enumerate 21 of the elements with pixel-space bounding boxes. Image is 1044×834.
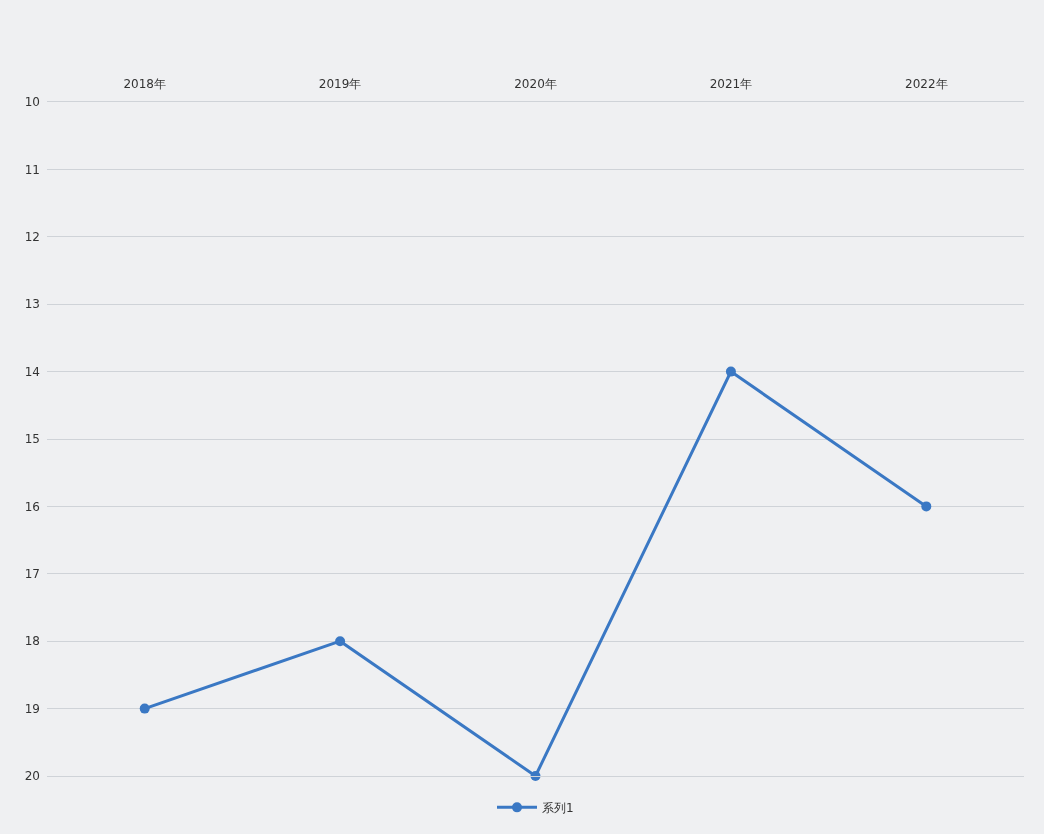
point [335,636,346,647]
y-tick-label: 17 [24,567,40,581]
x-tick-label: 2021年 [709,77,753,92]
y-tick-label: 20 [24,769,40,784]
x-tick-label: 2020年 [514,77,557,92]
y-tick-label: 19 [24,701,40,716]
y-tick-label: 10 [24,95,40,110]
y-tick-label: 15 [24,432,40,447]
legend-label: 系列1 [542,801,574,816]
y-tick-label: 11 [24,162,40,177]
x-tick-label: 2022年 [905,77,948,92]
point [139,703,150,714]
x-tick-label: 2019年 [318,77,362,92]
point [921,501,932,512]
y-tick-label: 14 [24,364,40,379]
point [725,366,736,377]
y-tick-label: 13 [24,297,40,312]
x-tick-label: 2018年 [123,77,166,92]
y-tick-label: 12 [24,230,40,244]
y-tick-label: 16 [24,499,40,514]
y-tick-label: 18 [24,634,40,649]
